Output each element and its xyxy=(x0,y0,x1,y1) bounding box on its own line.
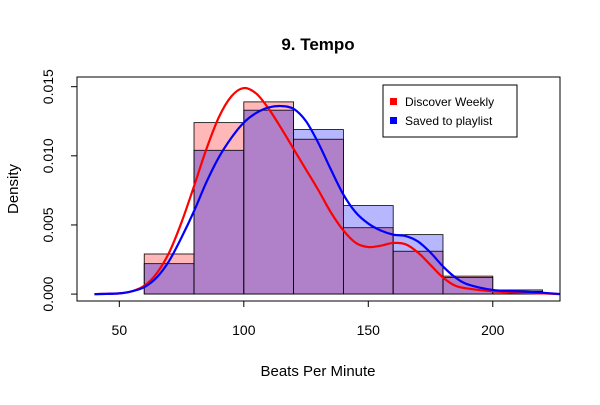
bar-saved-to-playlist-bin-120 xyxy=(293,129,344,140)
bar-overlap-bin-120 xyxy=(293,139,344,295)
x-tick-label-150: 150 xyxy=(357,322,381,338)
bar-overlap-bin-100 xyxy=(243,110,294,295)
y-tick-label-0: 0.000 xyxy=(40,276,56,311)
density-line-saved-to-playlist xyxy=(94,104,560,296)
x-axis-label: Beats Per Minute xyxy=(260,363,375,380)
x-axis: 50 100 150 200 xyxy=(112,301,505,338)
bar-saved-to-playlist-bin-160 xyxy=(393,234,443,252)
density-curves xyxy=(94,86,560,296)
legend-label-saved-to-playlist: Saved to playlist xyxy=(405,114,493,128)
density-line-discover-weekly xyxy=(94,86,560,296)
bar-outline-saved-to-playlist-bin-180 xyxy=(442,277,494,295)
x-tick-label-200: 200 xyxy=(481,322,505,338)
y-axis-label: Density xyxy=(5,163,22,214)
x-tick-label-100: 100 xyxy=(232,322,256,338)
legend: Discover Weekly Saved to playlist xyxy=(382,84,518,138)
bar-discover-weekly-bin-80 xyxy=(194,122,244,151)
y-tick-label-3: 0.015 xyxy=(40,69,56,104)
y-tick-label-2: 0.010 xyxy=(40,138,56,173)
legend-label-discover-weekly: Discover Weekly xyxy=(405,95,494,109)
bar-overlap-bin-80 xyxy=(194,150,244,295)
y-axis: 0.000 0.005 0.010 0.015 xyxy=(40,69,78,312)
legend-box xyxy=(382,84,518,138)
legend-swatch-discover-weekly xyxy=(390,98,397,105)
x-tick-label-50: 50 xyxy=(112,322,128,338)
bar-discover-weekly-bin-180 xyxy=(442,276,493,278)
legend-swatch-saved-to-playlist xyxy=(390,117,397,124)
bar-discover-weekly-bin-100 xyxy=(243,101,294,111)
y-tick-label-1: 0.005 xyxy=(40,207,56,242)
chart-title: 9. Tempo xyxy=(281,35,354,54)
bar-outline-saved-to-playlist-bin-160 xyxy=(392,234,444,295)
histogram-bars xyxy=(143,101,543,295)
